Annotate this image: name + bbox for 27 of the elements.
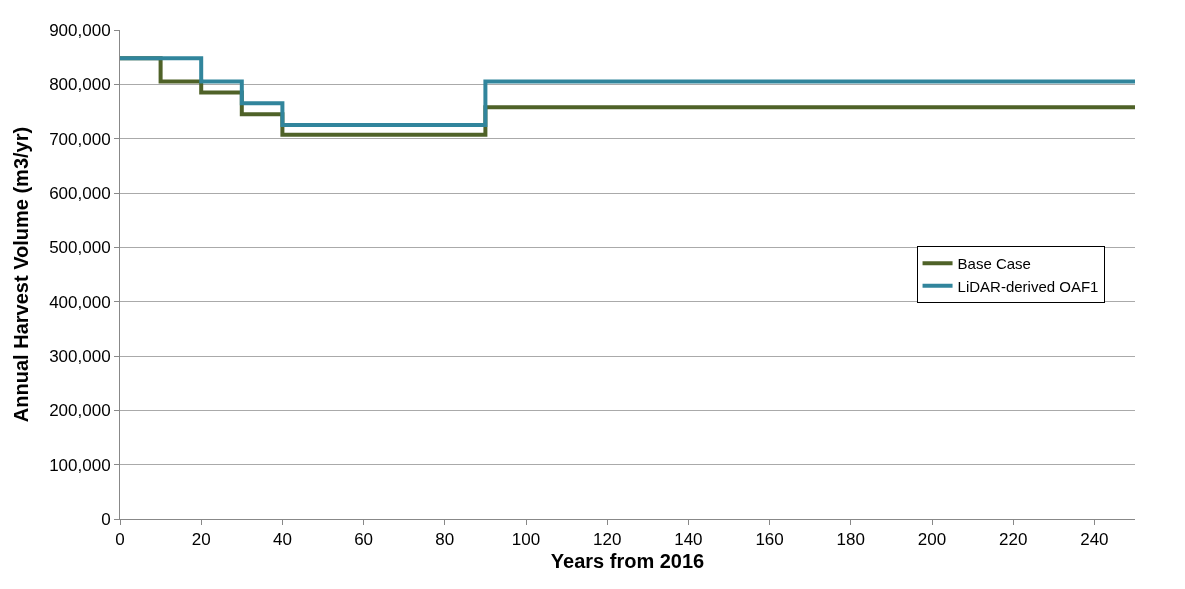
x-tick-label: 240 [1080, 530, 1109, 550]
y-tick-label: 900,000 [49, 20, 111, 40]
y-tick-label: 100,000 [49, 455, 111, 475]
legend-label: Base Case [957, 255, 1031, 273]
x-tick-label: 100 [511, 530, 541, 550]
x-tick-label: 0 [115, 530, 125, 550]
y-tick-label: 200,000 [49, 401, 111, 421]
x-axis-title: Years from 2016 [550, 549, 705, 572]
y-tick-label: 500,000 [49, 238, 111, 258]
y-tick-label: 600,000 [49, 183, 111, 203]
y-axis-title: Annual Harvest Volume (m3/yr) [9, 126, 32, 423]
x-tick-label: 120 [593, 530, 622, 550]
x-tick-label: 180 [836, 530, 865, 550]
y-tick-label: 800,000 [49, 75, 111, 95]
legend-label: LiDAR-derived OAF1 [957, 277, 1099, 295]
x-tick-label: 80 [435, 530, 455, 550]
x-tick-label: 20 [191, 530, 211, 550]
y-tick-label: 400,000 [49, 292, 111, 312]
x-tick-label: 40 [272, 530, 292, 550]
x-tick-label: 60 [354, 530, 374, 550]
x-tick-label: 220 [999, 530, 1028, 550]
x-tick-label: 140 [674, 530, 703, 550]
x-tick-label: 160 [755, 530, 784, 550]
y-tick-label: 0 [101, 509, 111, 529]
y-tick-label: 300,000 [49, 346, 111, 366]
y-tick-label: 700,000 [49, 129, 111, 149]
x-tick-label: 200 [917, 530, 947, 550]
